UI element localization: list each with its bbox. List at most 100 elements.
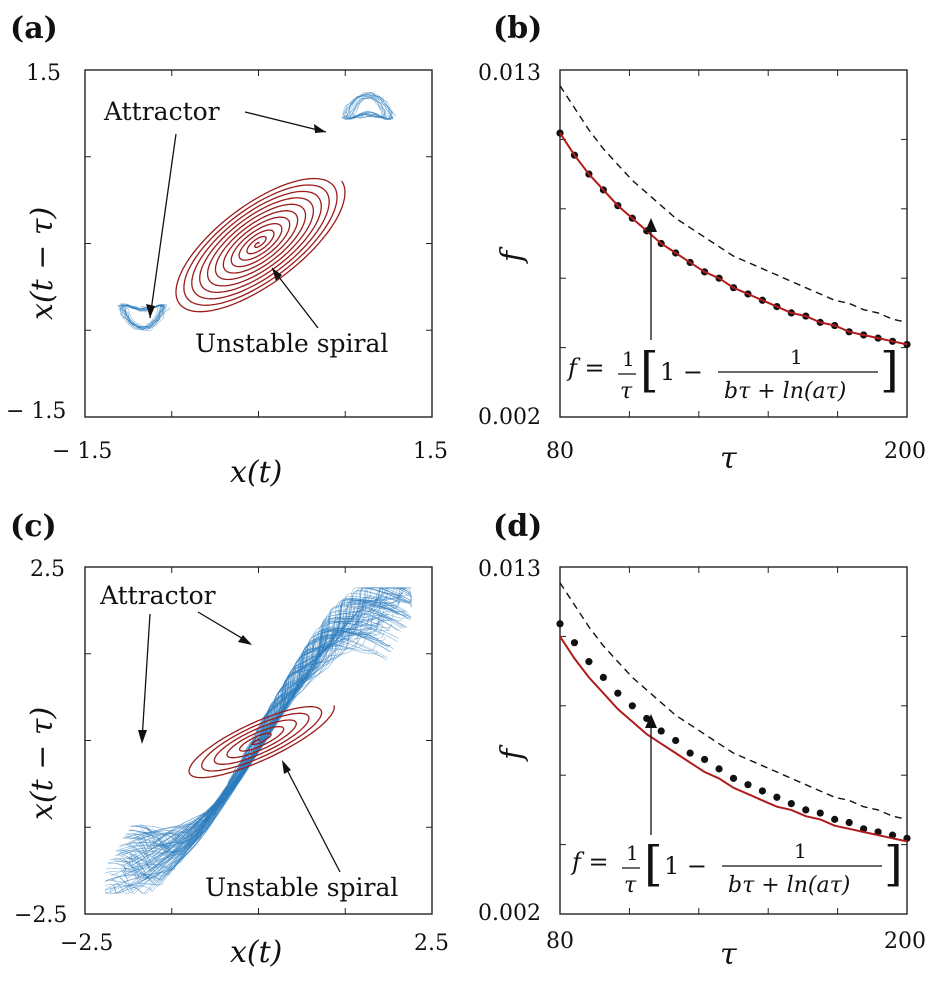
data-point — [816, 809, 824, 817]
panel-d-xmin-label: 80 — [546, 929, 574, 954]
formula-num: 1 — [790, 345, 803, 369]
panel-c-attractor-annotation: Attractor — [99, 581, 216, 610]
panel-c-plot-area — [105, 587, 412, 894]
panel-d-ymax-label: 0.013 — [478, 557, 541, 582]
formula-one-minus: 1 − — [660, 358, 703, 386]
panel-b-frame — [559, 69, 908, 418]
data-point — [585, 658, 593, 666]
panel-a-xmin-label: − 1.5 — [52, 439, 112, 464]
formula-right-bracket: ] — [884, 836, 903, 892]
panel-d-formula: f = 1 τ [ 1 − 1 bτ + ln(aτ) ] — [570, 836, 903, 898]
data-point — [758, 787, 767, 795]
attractor-orbit — [129, 592, 403, 850]
panel-b: (b) 0.013 0.002 80 200 τ f f = 1 τ [ 1 −… — [478, 11, 926, 476]
panel-d-ticks — [560, 567, 907, 914]
formula-tau: τ — [620, 379, 633, 404]
data-point — [787, 799, 795, 808]
panel-c-label: (c) — [10, 509, 57, 544]
panel-c-arrowhead-3 — [282, 760, 291, 774]
panel-a-ymax-label: 1.5 — [26, 61, 61, 86]
panel-c-arrow-spiral — [283, 763, 341, 873]
panel-a-arrowhead-3 — [272, 268, 282, 281]
panel-b-xlabel: τ — [720, 441, 737, 476]
panel-d-frame — [559, 566, 908, 915]
panel-a-arrowhead-1 — [314, 124, 326, 133]
panel-d-xmax-label: 200 — [884, 929, 926, 954]
panel-d-ylabel: f — [495, 744, 530, 762]
panel-d-plot-area — [556, 582, 911, 843]
formula-lhs: f = — [566, 354, 605, 382]
panel-c: (c) 2.5 −2.5 −2.5 2.5 x(t) x(t − τ) Attr… — [10, 509, 449, 970]
panel-c-arrowhead-2 — [138, 730, 147, 744]
panel-d-ymin-label: 0.002 — [478, 901, 541, 926]
panel-a-ymin-label: − 1.5 — [6, 399, 66, 424]
panel-c-xmax-label: 2.5 — [414, 931, 449, 956]
panel-a-spiral-annotation: Unstable spiral — [195, 329, 388, 358]
panel-a-label: (a) — [10, 11, 58, 46]
panel-b-ylabel: f — [495, 246, 530, 264]
panel-a-arrowhead-2 — [146, 304, 155, 318]
formula-tau: τ — [624, 873, 637, 898]
formula-den: bτ + ln(aτ) — [728, 873, 850, 898]
attractor-orbit — [342, 91, 394, 121]
panel-c-arrow-attractor-lower — [141, 613, 151, 741]
attractor-orbit — [126, 587, 412, 840]
panel-b-formula: f = 1 τ [ 1 − 1 bτ + ln(aτ) ] — [566, 342, 899, 404]
formula-one: 1 — [626, 841, 639, 865]
formula-lhs: f = — [570, 848, 609, 876]
attractor-orbit — [344, 94, 393, 120]
panel-a-arrow-attractor-lower — [149, 133, 177, 319]
bound-curve — [559, 582, 908, 821]
panel-a-arrow-attractor-upper — [244, 111, 327, 133]
attractor-orbit — [135, 587, 405, 847]
panel-b-ticks — [560, 70, 907, 417]
panel-b-xmax-label: 200 — [884, 439, 926, 464]
formula-one-minus: 1 − — [664, 852, 707, 880]
formula-right-bracket: ] — [880, 342, 899, 398]
data-point — [744, 781, 752, 789]
panel-a: (a) 1.5 − 1.5 − 1.5 1.5 x(t) x(t − τ) At… — [6, 11, 448, 490]
formula-left-bracket: [ — [640, 342, 659, 398]
data-point — [672, 736, 680, 745]
attractor-orbit — [352, 97, 384, 119]
attractor-orbit — [113, 621, 384, 881]
data-point — [614, 689, 622, 697]
data-point — [715, 765, 723, 773]
panel-b-label: (b) — [493, 11, 542, 46]
panel-a-ylabel: x(t − τ) — [25, 207, 60, 320]
data-point — [831, 815, 839, 823]
panel-c-xmin-label: −2.5 — [60, 931, 113, 956]
panel-c-ymax-label: 2.5 — [30, 557, 65, 582]
formula-num: 1 — [794, 839, 807, 863]
data-point — [802, 806, 810, 814]
data-point — [556, 620, 564, 628]
panel-b-ymin-label: 0.002 — [478, 405, 541, 430]
attractor-orbit — [123, 600, 401, 854]
panel-d-xlabel: τ — [720, 937, 737, 972]
panel-c-xlabel: x(t) — [230, 935, 282, 970]
attractor-orbit — [345, 94, 391, 119]
data-point — [570, 639, 579, 647]
panel-c-ticks — [85, 567, 432, 914]
panel-c-ylabel: x(t − τ) — [25, 707, 60, 820]
fit-curve — [559, 635, 908, 843]
data-point — [773, 793, 781, 801]
panel-c-ymin-label: −2.5 — [14, 903, 67, 928]
data-point — [845, 818, 853, 827]
panel-a-xmax-label: 1.5 — [413, 439, 448, 464]
attractor-orbit — [349, 96, 388, 119]
data-point — [903, 340, 911, 349]
panel-b-ymax-label: 0.013 — [478, 61, 541, 86]
data-point — [657, 727, 665, 735]
data-point — [628, 702, 636, 710]
formula-den: bτ + ln(aτ) — [724, 379, 846, 404]
panel-d-label: (d) — [493, 509, 542, 544]
panel-d-formula-arrowhead — [645, 714, 657, 728]
data-point — [700, 755, 709, 764]
data-point — [686, 749, 694, 757]
spiral-curve — [175, 177, 346, 313]
panel-a-xlabel: x(t) — [230, 455, 282, 490]
bound-curve — [559, 85, 908, 324]
spiral-curve — [188, 705, 335, 779]
